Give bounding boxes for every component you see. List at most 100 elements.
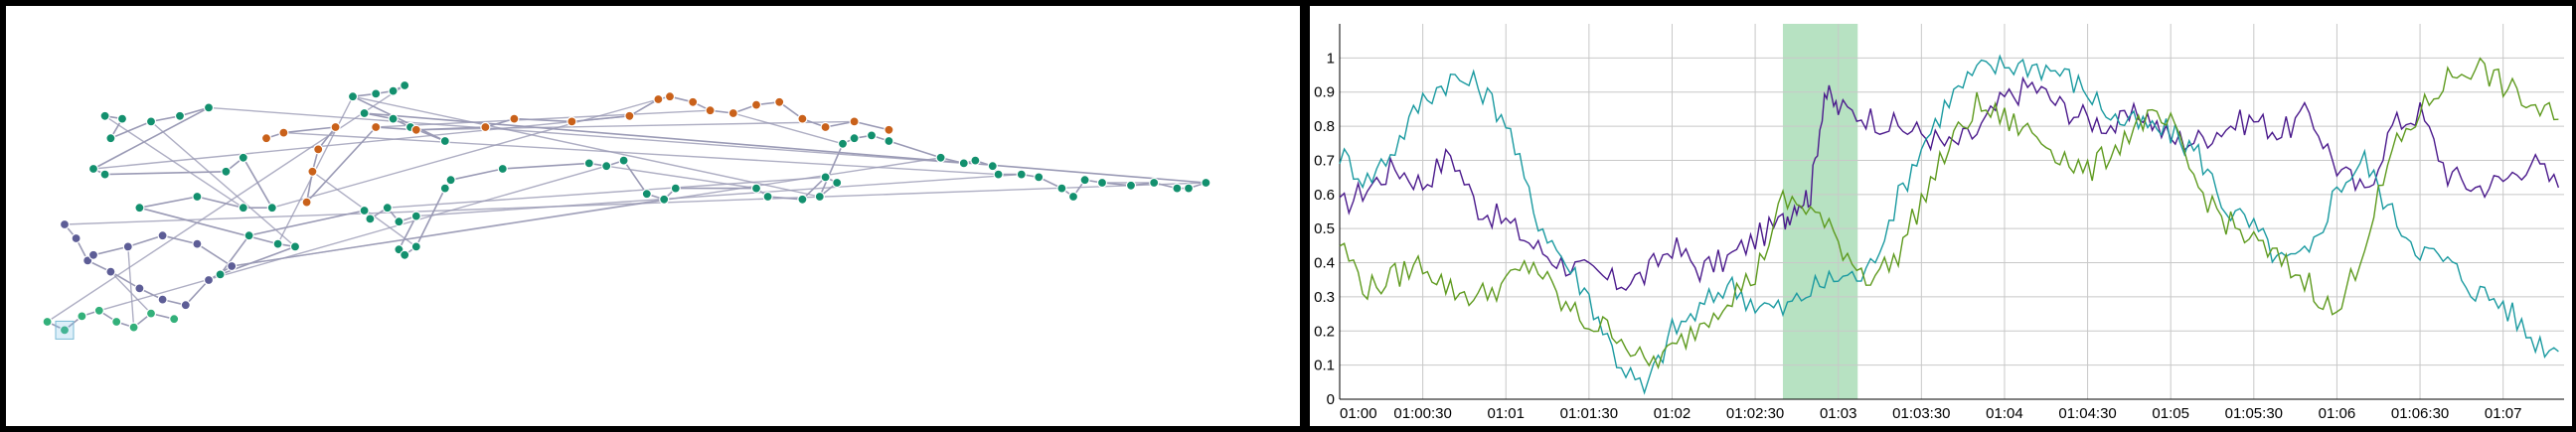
graph-node[interactable]	[762, 191, 773, 203]
graph-node[interactable]	[359, 205, 370, 216]
graph-node[interactable]	[820, 121, 831, 133]
graph-node[interactable]	[1183, 183, 1195, 194]
graph-node[interactable]	[618, 155, 629, 166]
graph-node[interactable]	[849, 116, 860, 127]
graph-node[interactable]	[601, 161, 612, 172]
graph-node[interactable]	[87, 163, 99, 175]
graph-node[interactable]	[278, 127, 289, 138]
graph-node[interactable]	[174, 110, 186, 121]
graph-node[interactable]	[192, 238, 203, 249]
node-link-graph[interactable]	[6, 6, 1300, 426]
graph-node[interactable]	[111, 316, 122, 328]
graph-node[interactable]	[227, 260, 238, 272]
graph-node[interactable]	[849, 133, 860, 144]
graph-node[interactable]	[42, 316, 53, 328]
graph-node[interactable]	[820, 172, 831, 183]
graph-node[interactable]	[221, 166, 232, 177]
graph-node[interactable]	[307, 166, 318, 177]
graph-node[interactable]	[814, 191, 825, 203]
graph-node[interactable]	[750, 99, 762, 110]
graph-node[interactable]	[410, 211, 421, 221]
graph-node[interactable]	[750, 183, 762, 194]
graph-node[interactable]	[439, 135, 450, 147]
graph-node[interactable]	[866, 130, 878, 141]
graph-node[interactable]	[1125, 180, 1137, 191]
graph-node[interactable]	[59, 218, 71, 230]
graph-node[interactable]	[215, 269, 226, 280]
graph-node[interactable]	[71, 232, 81, 244]
graph-node[interactable]	[884, 135, 894, 147]
graph-node[interactable]	[1079, 175, 1090, 186]
graph-node[interactable]	[122, 241, 133, 252]
graph-node[interactable]	[388, 85, 399, 96]
graph-node[interactable]	[365, 214, 376, 224]
graph-node[interactable]	[935, 152, 946, 163]
graph-node[interactable]	[832, 177, 843, 189]
graph-node[interactable]	[1056, 183, 1067, 194]
graph-node[interactable]	[203, 274, 215, 286]
graph-node[interactable]	[497, 163, 508, 175]
graph-node[interactable]	[993, 169, 1004, 180]
selection-box[interactable]	[55, 320, 75, 340]
graph-node[interactable]	[797, 113, 808, 124]
graph-node[interactable]	[884, 124, 894, 135]
graph-node[interactable]	[382, 203, 393, 214]
graph-node[interactable]	[1096, 177, 1108, 189]
time-series-chart[interactable]: 0 0.1 0.2 0.3 0.4 0.5 0.6 0.7 0.8 0.9 1 01:00 01:00:…	[1310, 6, 2572, 426]
graph-node[interactable]	[238, 152, 248, 163]
graph-node[interactable]	[705, 105, 716, 116]
graph-node[interactable]	[480, 121, 491, 133]
graph-node[interactable]	[970, 155, 981, 166]
graph-node[interactable]	[1034, 172, 1045, 183]
graph-node[interactable]	[99, 169, 110, 180]
graph-node[interactable]	[145, 116, 157, 127]
graph-node[interactable]	[394, 216, 404, 227]
graph-node[interactable]	[301, 197, 312, 208]
graph-node[interactable]	[641, 189, 652, 200]
graph-node[interactable]	[260, 133, 272, 144]
graph-node[interactable]	[105, 266, 116, 277]
graph-node[interactable]	[347, 91, 359, 102]
graph-node[interactable]	[653, 93, 664, 105]
graph-node[interactable]	[203, 102, 215, 113]
graph-node[interactable]	[445, 175, 456, 186]
graph-node[interactable]	[134, 283, 145, 294]
graph-node[interactable]	[371, 88, 382, 99]
graph-node[interactable]	[99, 110, 110, 121]
graph-node[interactable]	[837, 138, 849, 149]
graph-node[interactable]	[410, 124, 421, 135]
graph-node[interactable]	[659, 194, 670, 205]
graph-node[interactable]	[157, 294, 168, 305]
graph-node[interactable]	[289, 241, 301, 252]
graph-node[interactable]	[93, 305, 104, 316]
graph-node[interactable]	[388, 113, 399, 124]
graph-node[interactable]	[400, 249, 410, 260]
graph-node[interactable]	[1016, 169, 1027, 180]
graph-node[interactable]	[1149, 177, 1160, 189]
graph-node[interactable]	[664, 91, 676, 102]
graph-node[interactable]	[77, 311, 87, 322]
graph-node[interactable]	[727, 107, 738, 119]
graph-node[interactable]	[1067, 191, 1079, 203]
graph-node[interactable]	[59, 325, 71, 336]
graph-node[interactable]	[116, 113, 128, 124]
graph-node[interactable]	[1172, 183, 1183, 194]
graph-node[interactable]	[192, 191, 203, 203]
graph-node[interactable]	[272, 238, 283, 249]
graph-node[interactable]	[774, 96, 785, 107]
graph-node[interactable]	[238, 203, 248, 214]
graph-node[interactable]	[688, 96, 699, 107]
graph-node[interactable]	[958, 158, 969, 169]
graph-node[interactable]	[105, 133, 116, 144]
graph-node[interactable]	[145, 308, 157, 319]
graph-node[interactable]	[134, 203, 145, 214]
graph-node[interactable]	[797, 194, 808, 205]
graph-node[interactable]	[1201, 177, 1211, 189]
graph-node[interactable]	[624, 110, 635, 121]
graph-node[interactable]	[128, 322, 139, 333]
graph-node[interactable]	[987, 161, 998, 172]
graph-node[interactable]	[330, 121, 341, 133]
graph-node[interactable]	[670, 183, 681, 194]
graph-view-panel[interactable]	[6, 6, 1300, 426]
graph-node[interactable]	[359, 107, 370, 119]
